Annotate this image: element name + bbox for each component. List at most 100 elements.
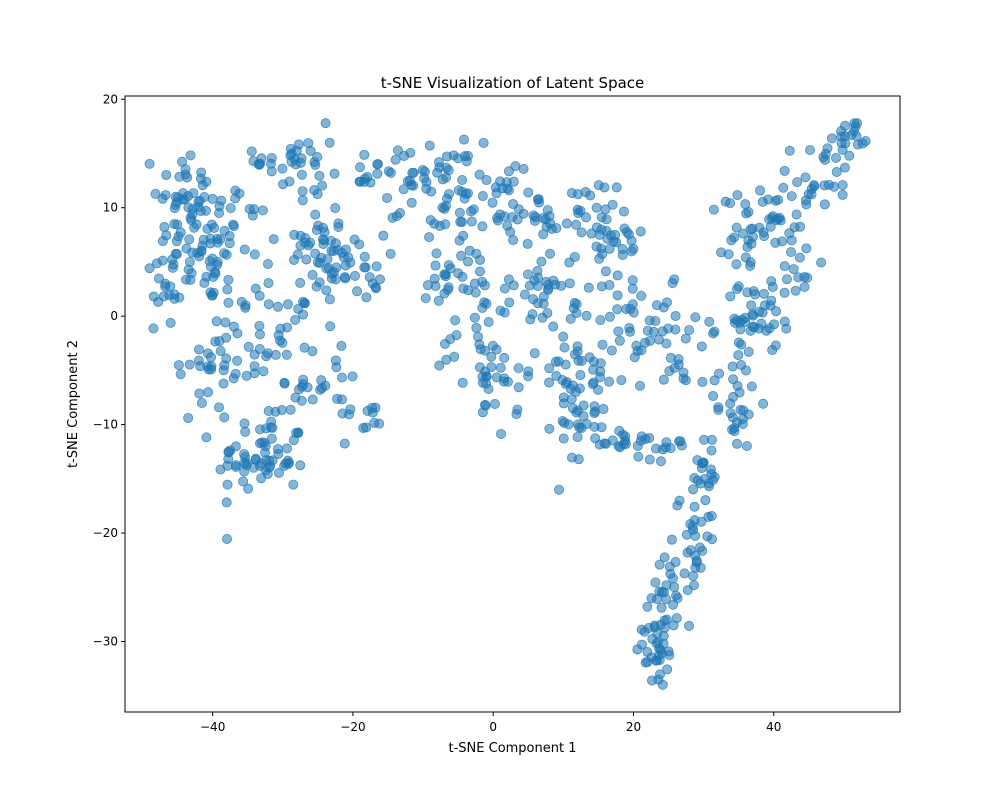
- data-point: [565, 313, 576, 324]
- data-point: [359, 251, 370, 262]
- data-point: [359, 262, 370, 273]
- data-point: [656, 648, 667, 659]
- data-point: [261, 351, 272, 362]
- data-point: [477, 191, 488, 202]
- data-point: [627, 283, 638, 294]
- data-point: [210, 268, 221, 279]
- data-point: [688, 524, 699, 535]
- data-point: [725, 291, 736, 302]
- y-tick-label: 0: [110, 309, 118, 323]
- data-point: [220, 317, 231, 328]
- data-point: [728, 391, 739, 402]
- data-point: [575, 370, 586, 381]
- data-point: [819, 199, 830, 210]
- data-point: [727, 361, 738, 372]
- data-point: [361, 292, 372, 303]
- data-point: [583, 282, 594, 293]
- data-point: [778, 182, 789, 193]
- data-point: [558, 331, 569, 342]
- data-point: [702, 531, 713, 542]
- data-point: [819, 180, 830, 191]
- data-point: [167, 254, 178, 265]
- data-point: [729, 426, 740, 437]
- data-point: [390, 154, 401, 165]
- data-point: [709, 375, 720, 386]
- data-point: [678, 373, 689, 384]
- data-point: [727, 412, 738, 423]
- data-point: [690, 312, 701, 323]
- y-axis-ticks: −30 −20 −10 0 10 20: [93, 92, 125, 649]
- data-point: [597, 248, 608, 259]
- data-point: [295, 157, 306, 168]
- data-point: [597, 339, 608, 350]
- data-point: [513, 382, 524, 393]
- data-point: [144, 263, 155, 274]
- data-point: [311, 281, 322, 292]
- data-point: [239, 418, 250, 429]
- data-point: [669, 274, 680, 285]
- data-point: [253, 159, 264, 170]
- data-point: [750, 289, 761, 300]
- y-tick-label: 20: [103, 92, 118, 106]
- data-point: [224, 238, 235, 249]
- data-point: [659, 615, 670, 626]
- data-point: [595, 372, 606, 383]
- data-point: [755, 185, 766, 196]
- data-point: [662, 297, 673, 308]
- data-point: [619, 223, 630, 234]
- data-point: [186, 215, 197, 226]
- data-point: [851, 131, 862, 142]
- data-point: [604, 280, 615, 291]
- data-point: [194, 344, 205, 355]
- data-point: [406, 197, 417, 208]
- data-point: [450, 315, 461, 326]
- data-point: [483, 384, 494, 395]
- data-point: [525, 314, 536, 325]
- data-point: [241, 370, 252, 381]
- x-tick-label: 40: [766, 720, 781, 734]
- data-point: [273, 467, 284, 478]
- data-point: [268, 234, 279, 245]
- data-point: [808, 180, 819, 191]
- data-point: [240, 426, 251, 437]
- data-point: [179, 194, 190, 205]
- data-point: [312, 151, 323, 162]
- data-point: [691, 557, 702, 568]
- data-point: [477, 276, 488, 287]
- data-point: [159, 222, 170, 233]
- data-point: [474, 169, 485, 180]
- data-point: [708, 328, 719, 339]
- data-point: [590, 433, 601, 444]
- data-point: [193, 197, 204, 208]
- data-point: [183, 412, 194, 423]
- data-point: [258, 366, 269, 377]
- data-point: [369, 417, 380, 428]
- data-point: [522, 238, 533, 249]
- data-point: [826, 133, 837, 144]
- data-point: [655, 456, 666, 467]
- data-point: [829, 181, 840, 192]
- data-point: [659, 552, 670, 563]
- data-point: [655, 669, 666, 680]
- data-point: [668, 620, 679, 631]
- data-point: [664, 366, 675, 377]
- data-point: [297, 186, 308, 197]
- data-point: [541, 221, 552, 232]
- data-point: [786, 247, 797, 258]
- data-point: [187, 247, 198, 258]
- data-point: [567, 452, 578, 463]
- data-point: [732, 438, 743, 449]
- data-point: [300, 233, 311, 244]
- data-point: [495, 209, 506, 220]
- data-point: [617, 249, 628, 260]
- data-point: [282, 299, 293, 310]
- data-point: [392, 145, 403, 156]
- data-point: [736, 359, 747, 370]
- data-point: [696, 341, 707, 352]
- data-point: [593, 180, 604, 191]
- data-point: [210, 336, 221, 347]
- data-point: [263, 406, 274, 417]
- data-point: [773, 194, 784, 205]
- y-tick-label: −30: [93, 635, 118, 649]
